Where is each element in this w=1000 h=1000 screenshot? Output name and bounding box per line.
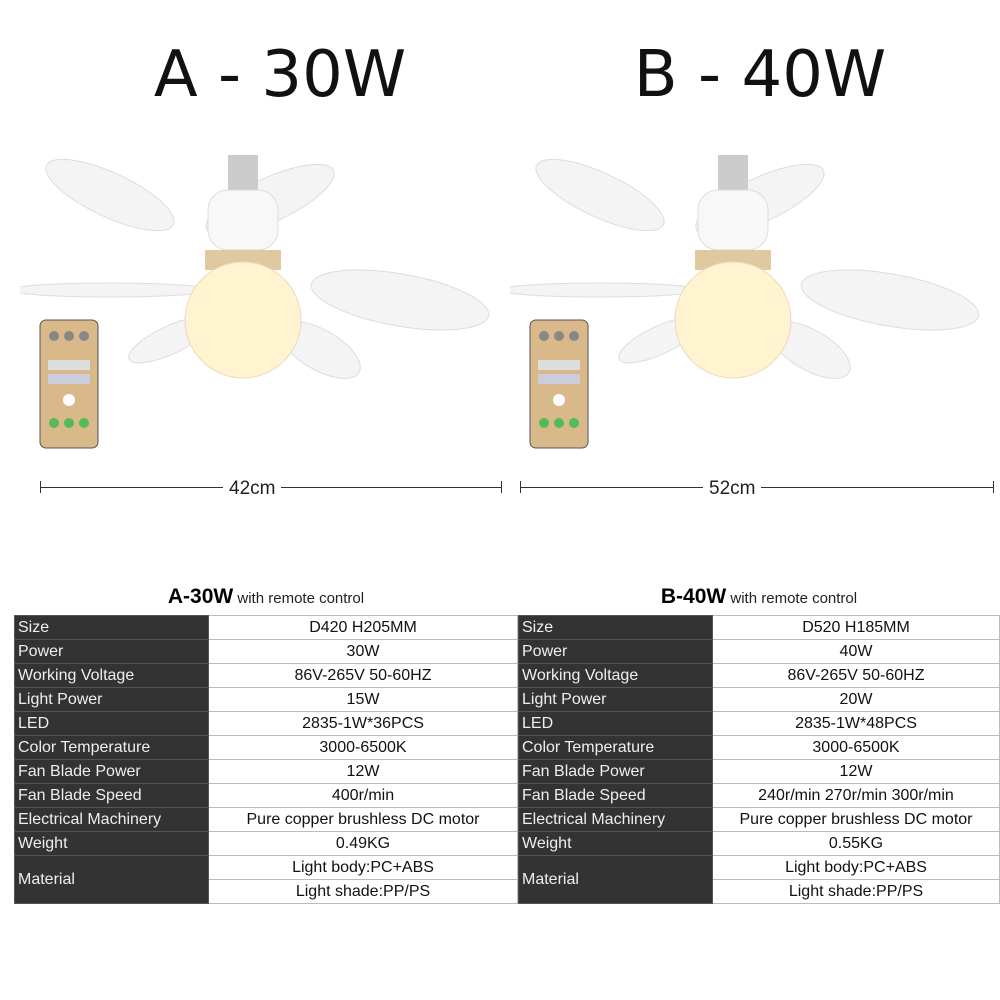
table-row: LED 2835-1W*36PCS (14, 711, 518, 736)
table-row: Electrical Machinery Pure copper brushles… (518, 807, 1000, 832)
dimension-label: 42cm (223, 478, 282, 500)
table-row: Color Temperature 3000-6500K (14, 735, 518, 760)
table-title: B-40W with remote control (660, 584, 858, 608)
table-title: A-30W with remote control (167, 584, 365, 608)
table-row: LED 2835-1W*48PCS (518, 711, 1000, 736)
model-title: B - 40W (633, 38, 887, 112)
table-row: Fan Blade Speed 240r/min 270r/min 300r/mi… (518, 783, 1000, 808)
table-row: Light Power 15W (14, 687, 518, 712)
table-row: Material Light body:PC+ABS (14, 855, 518, 904)
table-row: Electrical Machinery Pure copper brushles… (14, 807, 518, 832)
table-row: Light Power 20W (518, 687, 1000, 712)
table-row: Size D520 H185MM (518, 615, 1000, 640)
table-row: Power 40W (518, 639, 1000, 664)
spec-table: A-30W with remote control Size D420 H205MM… (14, 578, 518, 904)
table-row: Power 30W (14, 639, 518, 664)
table-row: Weight 0.55KG (518, 831, 1000, 856)
table-row: Weight 0.49KG (14, 831, 518, 856)
table-row: Size D420 H205MM (14, 615, 518, 640)
table-row: Fan Blade Power 12W (518, 759, 1000, 784)
ceiling-fan-light-image (9, 155, 490, 449)
width-dimension: 52cm (520, 478, 994, 500)
table-row: Fan Blade Speed 400r/min (14, 783, 518, 808)
width-dimension: 42cm (40, 478, 502, 500)
table-row: Working Voltage 86V-265V 50-60HZ (518, 663, 1000, 688)
table-row: Material Light body:PC+ABS (518, 855, 1000, 904)
table-row: Working Voltage 86V-265V 50-60HZ (14, 663, 518, 688)
table-row: Color Temperature 3000-6500K (518, 735, 1000, 760)
spec-table: B-40W with remote control Size D520 H185MM… (518, 578, 1000, 904)
table-row: Fan Blade Power 12W (14, 759, 518, 784)
ceiling-fan-light-image (499, 155, 980, 449)
dimension-label: 52cm (703, 478, 762, 500)
model-title: A - 30W (153, 38, 407, 112)
